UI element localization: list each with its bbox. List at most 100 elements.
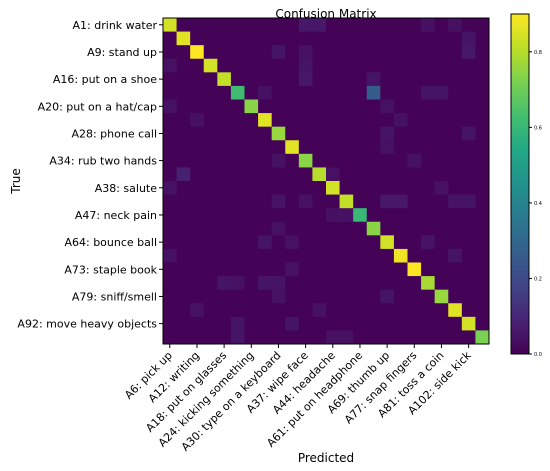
heatmap-cell (448, 58, 463, 73)
heatmap-cell (163, 235, 177, 250)
heatmap-cell (475, 140, 490, 155)
heatmap-cell (366, 262, 381, 277)
heatmap-cell (176, 221, 191, 236)
heatmap-cell (203, 85, 218, 100)
heatmap-cell (230, 126, 245, 141)
heatmap-cell (217, 276, 232, 291)
heatmap-cell (163, 140, 177, 155)
heatmap-cell (366, 153, 381, 168)
heatmap-cell (326, 289, 340, 304)
heatmap-cell (353, 276, 368, 291)
heatmap-cell (461, 262, 476, 277)
colorbar-tick-label: 0.0 (534, 352, 542, 358)
heatmap-cell (448, 316, 463, 331)
heatmap-cell (312, 58, 327, 73)
heatmap-cell (176, 99, 191, 114)
heatmap-cell (258, 181, 273, 195)
heatmap-cell (271, 126, 286, 141)
heatmap-cell (353, 72, 368, 87)
heatmap-cell (434, 126, 449, 141)
heatmap-cell (461, 113, 476, 128)
y-tick-label: A38: salute (95, 182, 158, 195)
heatmap-cell (393, 45, 408, 60)
heatmap-cell (475, 289, 490, 304)
heatmap-cell (271, 85, 286, 100)
heatmap-cell (380, 235, 395, 250)
heatmap-cell (312, 18, 327, 32)
heatmap-cell (203, 181, 218, 195)
heatmap-cell (271, 181, 286, 195)
heatmap-cell (312, 316, 327, 331)
heatmap-cell (203, 72, 218, 87)
heatmap-cell (448, 181, 463, 195)
heatmap-cell (244, 31, 259, 46)
heatmap-cell (434, 316, 449, 331)
heatmap-cell (434, 99, 449, 114)
heatmap-cell (271, 289, 286, 304)
heatmap-cell (393, 85, 408, 100)
heatmap-cell (298, 248, 313, 263)
colorbar: 0.0 0.2 0.4 0.6 0.8 (510, 13, 542, 358)
heatmap-cell (312, 153, 327, 168)
heatmap-cell (475, 303, 490, 318)
heatmap-cell (326, 153, 340, 168)
heatmap-cell (407, 72, 422, 87)
heatmap-cell (339, 221, 354, 236)
heatmap-cell (176, 167, 191, 182)
heatmap-cell (244, 330, 259, 345)
heatmap-cell (421, 140, 436, 155)
heatmap-cell (448, 235, 463, 250)
heatmap-cell (230, 167, 245, 182)
heatmap-cell (366, 113, 381, 128)
heatmap-cell (366, 140, 381, 155)
heatmap-cell (421, 248, 436, 263)
heatmap-cell (366, 72, 381, 87)
heatmap-cell (271, 58, 286, 73)
heatmap-cell (285, 276, 300, 291)
heatmap-cell (353, 181, 368, 195)
heatmap-cell (244, 126, 259, 141)
heatmap-cell (163, 85, 177, 100)
heatmap-cell (285, 303, 300, 318)
heatmap-cell (298, 45, 313, 60)
heatmap-cell (380, 140, 395, 155)
heatmap-cell (203, 45, 218, 60)
heatmap-cell (312, 113, 327, 128)
heatmap-cell (217, 18, 232, 32)
heatmap-cell (203, 303, 218, 318)
heatmap-cell (434, 153, 449, 168)
heatmap-cell (393, 126, 408, 141)
heatmap-cell (380, 45, 395, 60)
heatmap-cell (244, 303, 259, 318)
heatmap-cell (434, 330, 449, 345)
heatmap-cell (298, 330, 313, 345)
heatmap-cell (353, 208, 368, 223)
heatmap-cell (258, 31, 273, 46)
heatmap-cell (393, 248, 408, 263)
heatmap-cell (339, 99, 354, 114)
heatmap-cell (339, 85, 354, 100)
heatmap-cell (190, 262, 205, 277)
heatmap-cell (190, 235, 205, 250)
heatmap-cell (353, 194, 368, 209)
y-tick-label: A79: sniff/smell (72, 290, 157, 303)
heatmap-cell (190, 126, 205, 141)
heatmap-cell (407, 235, 422, 250)
heatmap-cell (339, 72, 354, 87)
heatmap-cell (230, 45, 245, 60)
heatmap-cell (203, 99, 218, 114)
heatmap-cell (380, 289, 395, 304)
heatmap-cell (285, 289, 300, 304)
colorbar-tick-label: 0.6 (534, 125, 542, 131)
heatmap-cell (203, 316, 218, 331)
heatmap-cell (203, 167, 218, 182)
heatmap-cell (163, 99, 177, 114)
heatmap-cell (176, 248, 191, 263)
heatmap-cell (461, 45, 476, 60)
heatmap-cell (258, 262, 273, 277)
heatmap-cell (163, 289, 177, 304)
heatmap-cell (448, 167, 463, 182)
heatmap-cell (217, 221, 232, 236)
heatmap-cell (285, 221, 300, 236)
